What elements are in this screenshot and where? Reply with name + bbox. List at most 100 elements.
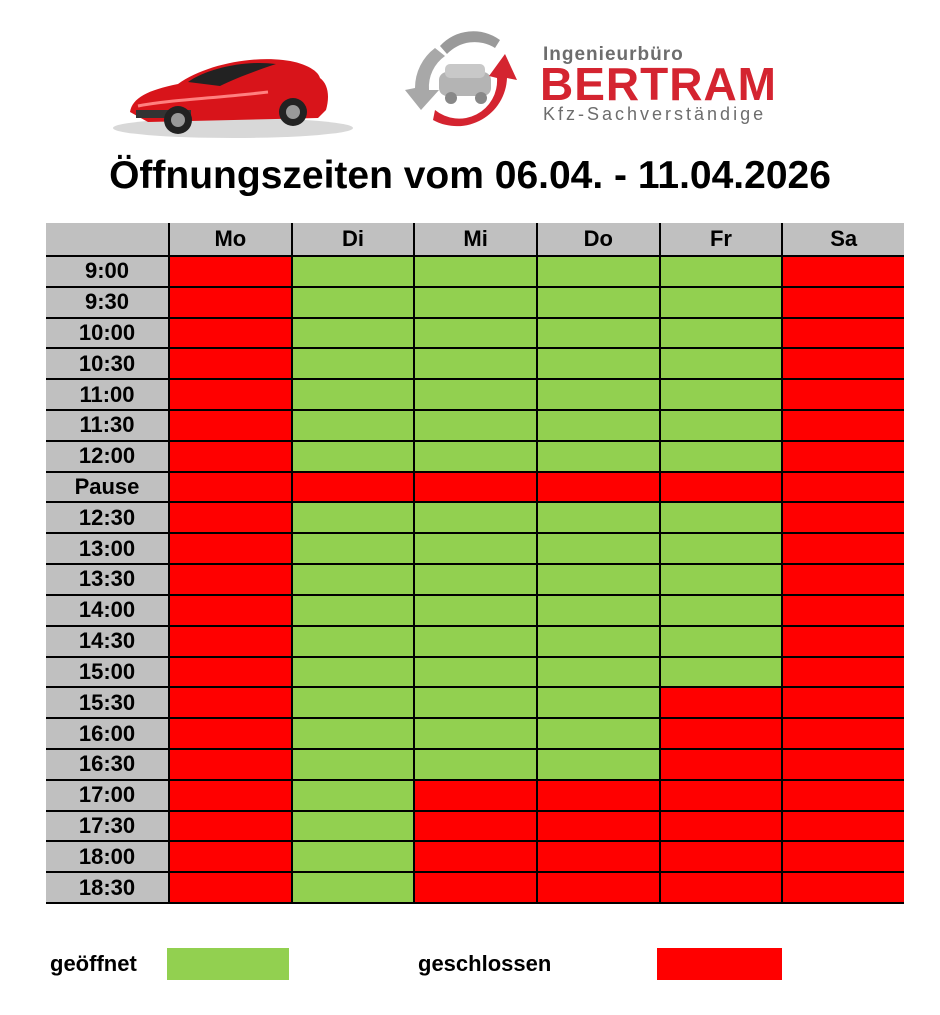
slot-open <box>537 626 659 656</box>
slot-open <box>537 287 659 317</box>
day-header: Fr <box>660 223 782 255</box>
time-label: 15:00 <box>46 657 168 687</box>
slot-open <box>415 318 536 348</box>
slot-open <box>537 257 659 286</box>
slot-open <box>537 503 659 533</box>
schedule-table: Mo Di Mi Do Fr Sa 9:00 9:30 10:00 10:30 11:00 11:30… <box>46 223 904 904</box>
slot-closed <box>660 842 782 872</box>
slot-closed <box>170 380 291 410</box>
slot-open <box>537 349 659 379</box>
slot-closed <box>783 257 904 286</box>
slot-closed <box>170 257 291 286</box>
slot-open <box>660 441 782 471</box>
slot-closed <box>170 811 291 841</box>
header: Ingenieurbüro BERTRAM Kfz-Sachverständig… <box>0 0 940 145</box>
slot-open <box>660 565 782 594</box>
slot-closed <box>170 749 291 779</box>
page-title: Öffnungszeiten vom 06.04. - 11.04.2026 <box>109 154 831 197</box>
slot-closed <box>537 873 659 902</box>
slot-open <box>660 626 782 656</box>
time-label: 9:00 <box>46 257 168 286</box>
slot-open <box>292 257 414 286</box>
slot-open <box>292 626 414 656</box>
slot-closed <box>537 811 659 841</box>
slot-open <box>415 688 536 718</box>
brand-name: BERTRAM <box>540 58 777 110</box>
slot-open <box>537 719 659 748</box>
red-sports-car-icon <box>113 59 353 138</box>
legend-closed-swatch <box>657 948 782 980</box>
slot-closed <box>660 472 782 502</box>
slot-closed <box>170 534 291 564</box>
slot-closed <box>783 842 904 872</box>
slot-open <box>292 657 414 687</box>
slot-closed <box>660 719 782 748</box>
slot-closed <box>783 411 904 440</box>
slot-closed <box>170 318 291 348</box>
slot-open <box>415 626 536 656</box>
time-label: 18:00 <box>46 842 168 872</box>
slot-closed <box>170 503 291 533</box>
slot-open <box>660 380 782 410</box>
slot-open <box>537 595 659 625</box>
day-header: Do <box>537 223 659 255</box>
slot-closed <box>537 842 659 872</box>
time-label: 11:30 <box>46 411 168 440</box>
slot-open <box>415 503 536 533</box>
slot-open <box>415 749 536 779</box>
slot-open <box>292 780 414 810</box>
slot-closed <box>170 842 291 872</box>
slot-closed <box>170 287 291 317</box>
time-label: 14:30 <box>46 626 168 656</box>
brand-subtitle-top: Ingenieurbüro <box>543 44 684 65</box>
slot-open <box>660 411 782 440</box>
slot-closed <box>170 873 291 902</box>
slot-closed <box>783 349 904 379</box>
slot-closed <box>170 595 291 625</box>
time-label: 17:00 <box>46 780 168 810</box>
slot-closed <box>783 749 904 779</box>
slot-open <box>660 595 782 625</box>
slot-closed <box>660 749 782 779</box>
slot-open <box>537 688 659 718</box>
slot-open <box>660 257 782 286</box>
slot-closed <box>415 780 536 810</box>
slot-closed <box>660 780 782 810</box>
slot-closed <box>783 780 904 810</box>
slot-open <box>537 380 659 410</box>
slot-open <box>292 349 414 379</box>
slot-closed <box>170 688 291 718</box>
legend-open-label: geöffnet <box>50 951 137 976</box>
slot-closed <box>783 873 904 902</box>
slot-open <box>415 349 536 379</box>
slot-open <box>292 873 414 902</box>
slot-closed <box>170 565 291 594</box>
slot-open <box>292 749 414 779</box>
time-label: 9:30 <box>46 287 168 317</box>
slot-closed <box>783 472 904 502</box>
slot-open <box>660 503 782 533</box>
slot-closed <box>660 811 782 841</box>
time-label: 16:00 <box>46 719 168 748</box>
slot-closed <box>783 534 904 564</box>
slot-closed <box>415 842 536 872</box>
slot-open <box>415 411 536 440</box>
slot-open <box>537 411 659 440</box>
slot-closed <box>783 318 904 348</box>
slot-closed <box>783 719 904 748</box>
slot-closed <box>783 811 904 841</box>
time-label: 11:00 <box>46 380 168 410</box>
slot-closed <box>170 411 291 440</box>
slot-closed <box>783 441 904 471</box>
slot-open <box>292 411 414 440</box>
slot-open <box>292 380 414 410</box>
slot-closed <box>170 657 291 687</box>
slot-closed <box>415 811 536 841</box>
slot-open <box>537 749 659 779</box>
slot-open <box>660 318 782 348</box>
slot-open <box>415 657 536 687</box>
slot-closed <box>783 380 904 410</box>
slot-open <box>415 595 536 625</box>
time-label: 12:00 <box>46 441 168 471</box>
slot-open <box>660 657 782 687</box>
